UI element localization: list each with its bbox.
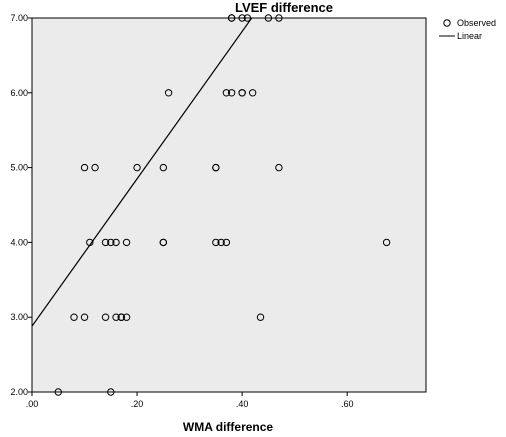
chart-title: LVEF difference bbox=[235, 0, 333, 15]
observed-point bbox=[80, 163, 89, 172]
observed-point bbox=[238, 14, 246, 22]
plot-area bbox=[31, 17, 427, 393]
observed-point bbox=[275, 163, 283, 172]
observed-point bbox=[70, 313, 78, 321]
observed-point bbox=[227, 14, 236, 22]
observed-point bbox=[382, 238, 391, 247]
observed-point bbox=[217, 238, 225, 247]
y-tick-label: 3.00 bbox=[10, 312, 28, 322]
y-tick-label: 6.00 bbox=[10, 88, 28, 98]
observed-point bbox=[112, 238, 120, 247]
observed-point bbox=[54, 388, 62, 396]
x-axis-title: WMA difference bbox=[183, 420, 274, 434]
y-tick-label: 2.00 bbox=[10, 387, 28, 397]
observed-point bbox=[86, 238, 94, 247]
y-tick-label: 4.00 bbox=[10, 237, 28, 247]
x-tick-label: .00 bbox=[26, 399, 39, 409]
observed-point bbox=[212, 238, 220, 247]
observed-point bbox=[107, 388, 115, 396]
observed-point bbox=[164, 89, 173, 97]
observed-point bbox=[159, 238, 168, 247]
y-tick-label: 5.00 bbox=[10, 163, 28, 173]
observed-point bbox=[112, 313, 120, 321]
observed-point bbox=[101, 238, 110, 247]
observed-point bbox=[122, 238, 131, 247]
observed-point bbox=[243, 14, 252, 22]
x-axis: .00 .20 .40 .60 bbox=[26, 392, 354, 409]
x-tick-label: .60 bbox=[341, 399, 354, 409]
x-tick-label: .40 bbox=[236, 399, 249, 409]
observed-point bbox=[122, 313, 131, 321]
observed-point bbox=[212, 163, 220, 172]
observed-point bbox=[222, 89, 231, 97]
observed-point bbox=[91, 163, 99, 172]
observed-point bbox=[101, 313, 110, 321]
observed-point bbox=[275, 14, 283, 22]
observed-points bbox=[54, 14, 391, 396]
observed-point bbox=[222, 238, 231, 247]
observed-point bbox=[256, 313, 265, 321]
x-tick-label: .20 bbox=[131, 399, 144, 409]
observed-point bbox=[264, 14, 273, 22]
y-tick-label: 7.00 bbox=[10, 13, 28, 23]
observed-point bbox=[107, 238, 115, 247]
legend: Observed Linear bbox=[439, 18, 496, 41]
observed-point bbox=[80, 313, 89, 321]
legend-observed-marker bbox=[443, 19, 451, 27]
observed-point bbox=[133, 163, 141, 172]
observed-point bbox=[227, 89, 236, 97]
linear-fit-line bbox=[32, 18, 253, 327]
y-axis: 2.00 3.00 4.00 5.00 6.00 7.00 bbox=[10, 13, 32, 397]
observed-point bbox=[117, 313, 126, 321]
observed-point bbox=[248, 89, 257, 97]
observed-point bbox=[159, 163, 168, 172]
observed-point bbox=[238, 89, 246, 97]
legend-linear-label: Linear bbox=[457, 31, 482, 41]
legend-observed-label: Observed bbox=[457, 18, 496, 28]
